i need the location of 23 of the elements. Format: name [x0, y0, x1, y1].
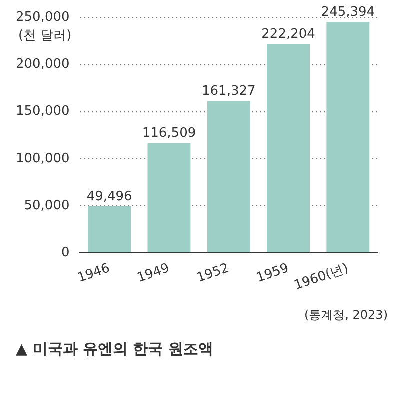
x-tick-label: 1949: [136, 261, 172, 286]
data-label: 49,496: [86, 189, 132, 204]
data-label: 161,327: [202, 84, 256, 100]
x-tick-label: 1946: [76, 261, 112, 286]
y-tick-label: 200,000: [16, 57, 70, 72]
y-tick-label: 50,000: [24, 198, 70, 214]
y-tick-label: 100,000: [16, 151, 70, 166]
bar: [267, 44, 310, 252]
y-axis-title: (천 달러): [18, 28, 72, 44]
bar: [88, 206, 132, 252]
data-label: 116,509: [142, 126, 196, 142]
x-tick-label: 1959: [254, 261, 291, 286]
data-label: 245,394: [321, 5, 376, 20]
bar: [148, 143, 191, 252]
text: (통계청, 2023): [304, 308, 388, 322]
x-tick-label: 1952: [195, 261, 232, 286]
text: ▲ 미국과 유엔의 한국 원조액: [16, 340, 214, 359]
data-label: 222,204: [262, 26, 316, 42]
y-tick-label: 250,000: [16, 10, 70, 26]
bar: [207, 101, 250, 252]
y-tick-label: 150,000: [16, 104, 70, 120]
bar: [326, 22, 370, 252]
y-tick-label: 0: [61, 245, 70, 260]
